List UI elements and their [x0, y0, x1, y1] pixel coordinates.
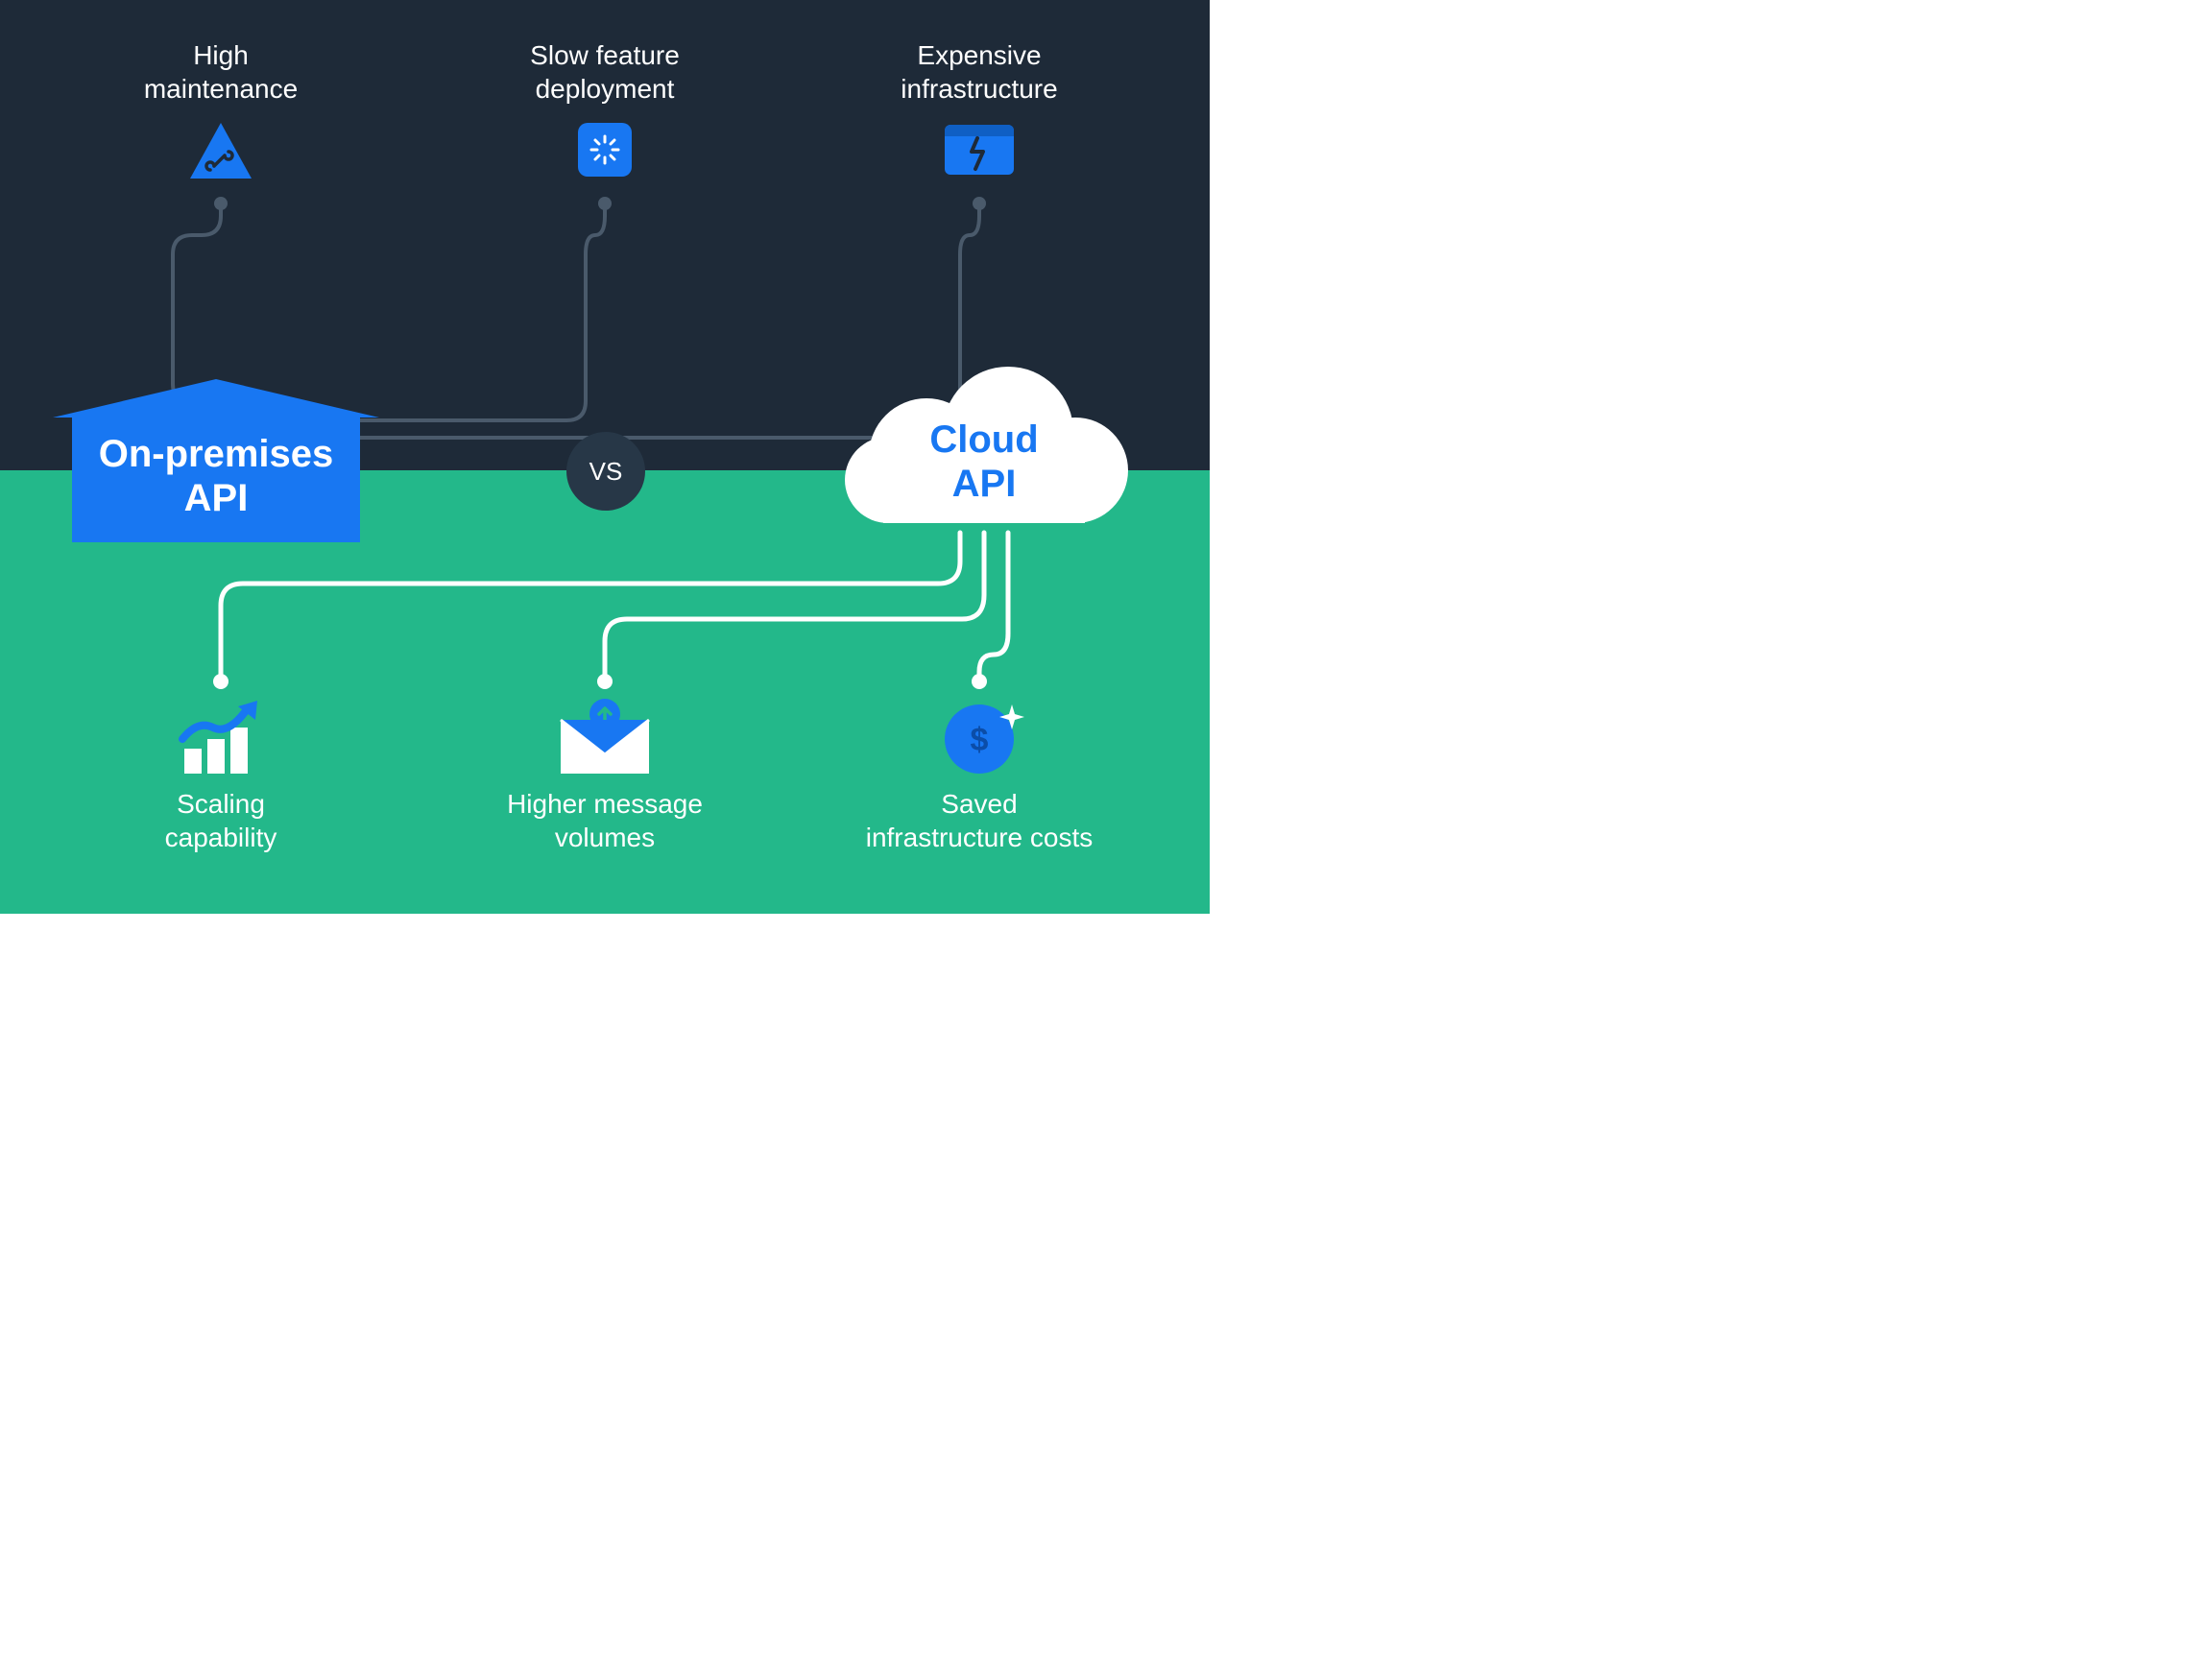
bottom-label-1: Scaling capability [106, 787, 336, 854]
vs-badge: VS [566, 432, 645, 511]
diagram-canvas: High maintenance Slow feature deployment… [0, 0, 1210, 914]
cloud-node: Cloud API [835, 365, 1133, 537]
envelope-up-icon [557, 699, 653, 774]
bottom-label-2: Higher message volumes [480, 787, 730, 854]
cloud-title: Cloud API [835, 418, 1133, 506]
onprem-node: On-premises API [53, 379, 379, 467]
svg-text:$: $ [971, 722, 989, 758]
bottom-label-3: Saved infrastructure costs [845, 787, 1114, 854]
wrench-triangle-icon [190, 120, 252, 181]
dollar-coin-icon: $ [941, 699, 1025, 774]
broken-browser-icon [945, 125, 1014, 175]
growth-chart-icon [179, 701, 263, 774]
top-label-2: Slow feature deployment [509, 38, 701, 106]
top-label-1: High maintenance [125, 38, 317, 106]
top-label-3: Expensive infrastructure [883, 38, 1075, 106]
vs-text: VS [589, 457, 623, 487]
loading-square-icon [578, 123, 632, 177]
onprem-title: On-premises API [53, 432, 379, 520]
